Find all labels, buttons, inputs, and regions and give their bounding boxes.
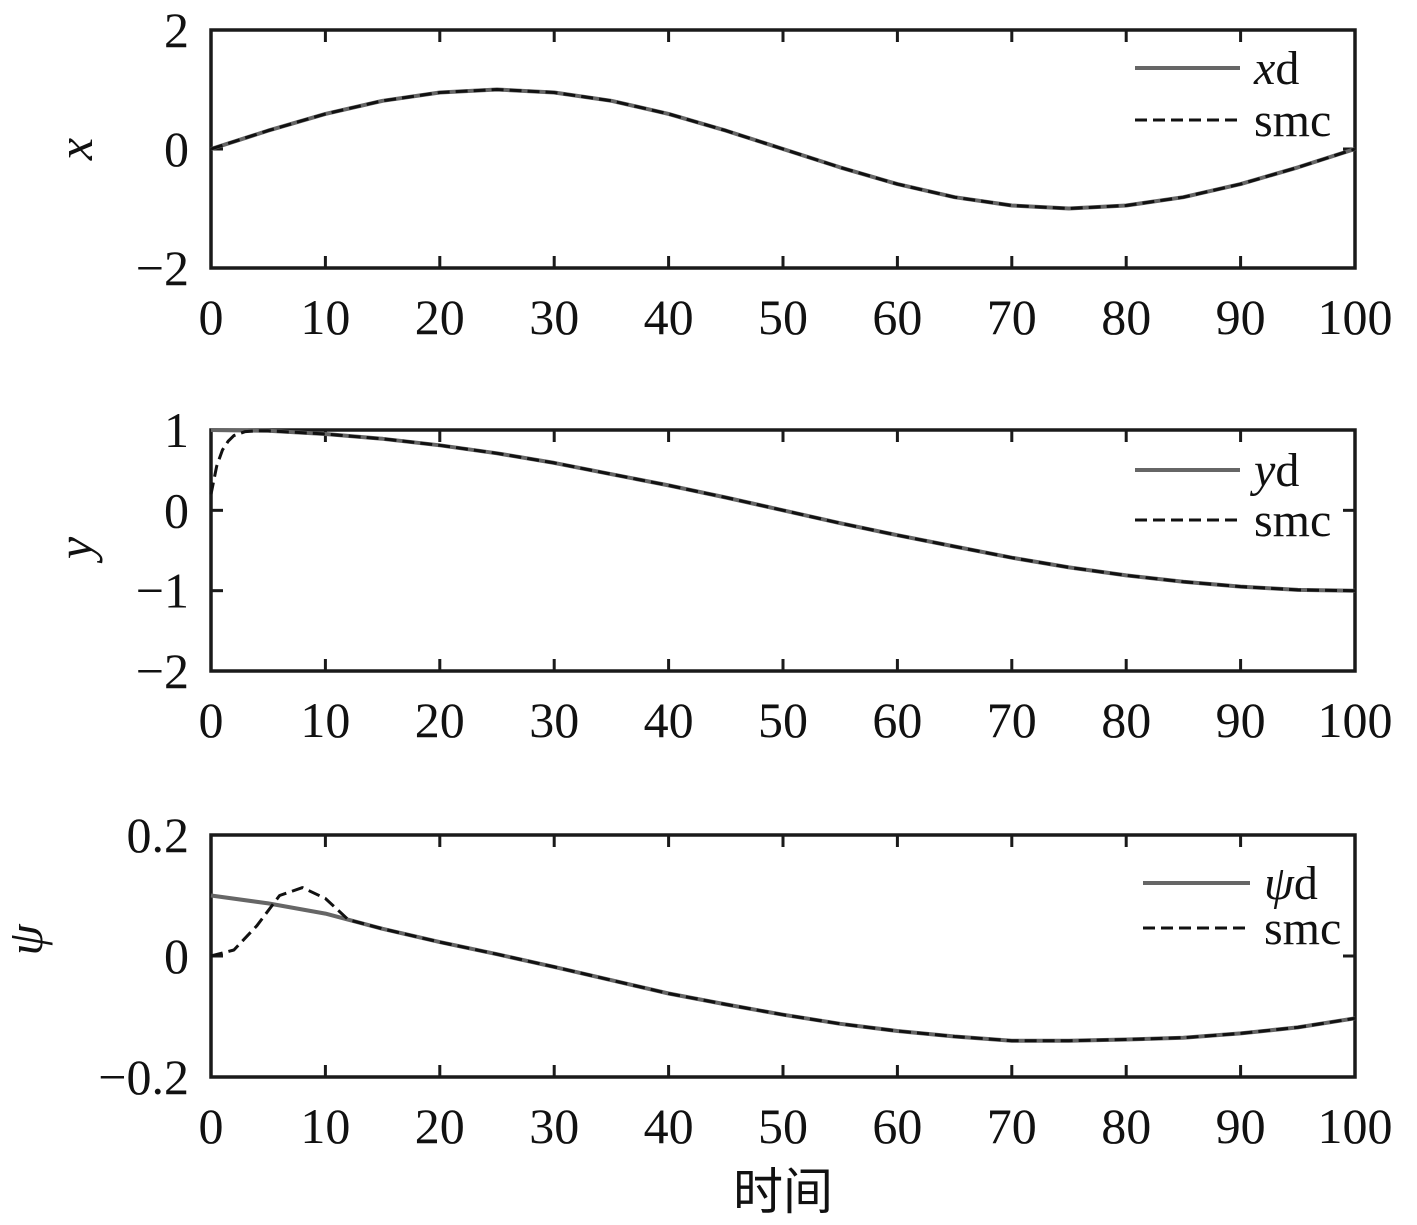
y-tick-label: 0: [164, 928, 189, 984]
y-tick-label: −2: [136, 240, 189, 296]
series-line-smc: [209, 429, 1356, 593]
x-tick-label: 100: [1318, 289, 1393, 345]
x-tick-label: 50: [758, 1098, 808, 1154]
legend-label: smc: [1254, 94, 1331, 147]
x-tick-label: 40: [644, 289, 694, 345]
y-tick-label: 0.2: [127, 807, 190, 863]
x-tick-label: 0: [199, 289, 224, 345]
x-tick-label: 70: [987, 289, 1037, 345]
legend-label-suffix: d: [1275, 444, 1299, 497]
series-line-ψd: [210, 893, 1356, 1043]
legend-label-symbol: x: [1253, 42, 1275, 95]
legend-label-symbol: y: [1249, 444, 1276, 497]
x-axis-label: 时间: [733, 1164, 833, 1220]
x-tick-label: 50: [758, 692, 808, 748]
plot-frame: [209, 428, 1357, 673]
legend-label: smc: [1264, 902, 1341, 955]
x-tick-label: 80: [1101, 692, 1151, 748]
y-tick-label: −2: [136, 643, 189, 699]
x-tick-label: 100: [1318, 692, 1393, 748]
x-tick-label: 90: [1216, 692, 1266, 748]
x-tick-label: 40: [644, 692, 694, 748]
y-axis-label: y: [47, 536, 103, 564]
x-tick-label: 60: [872, 289, 922, 345]
legend-label: smc: [1254, 494, 1331, 547]
x-tick-label: 10: [300, 1098, 350, 1154]
y-axis-label: ψ: [0, 924, 53, 956]
y-tick-label: 1: [164, 402, 189, 458]
series-line-smc: [210, 88, 1356, 210]
y-tick-label: 0: [164, 121, 189, 177]
legend-label: yd: [1249, 444, 1299, 497]
x-tick-label: 20: [415, 289, 465, 345]
x-tick-label: 80: [1101, 289, 1151, 345]
series-line-smc: [210, 886, 1356, 1043]
x-tick-label: 40: [644, 1098, 694, 1154]
legend-label-suffix: d: [1275, 42, 1299, 95]
x-tick-label: 20: [415, 692, 465, 748]
x-tick-label: 90: [1216, 1098, 1266, 1154]
x-tick-label: 10: [300, 289, 350, 345]
y-tick-label: 2: [164, 2, 189, 58]
y-tick-label: 0: [164, 482, 189, 538]
y-tick-label: −1: [136, 563, 189, 619]
x-tick-label: 50: [758, 289, 808, 345]
x-tick-label: 0: [199, 692, 224, 748]
y-tick-label: −0.2: [98, 1049, 189, 1105]
x-tick-label: 60: [872, 692, 922, 748]
x-tick-label: 90: [1216, 289, 1266, 345]
x-tick-label: 10: [300, 692, 350, 748]
x-tick-label: 70: [987, 692, 1037, 748]
legend-label: ψd: [1264, 857, 1318, 910]
legend-label: xd: [1253, 42, 1299, 95]
legend-label-symbol: ψ: [1264, 857, 1295, 910]
x-tick-label: 30: [529, 692, 579, 748]
legend-label-suffix: d: [1294, 857, 1318, 910]
x-tick-label: 60: [872, 1098, 922, 1154]
x-tick-label: 100: [1318, 1098, 1393, 1154]
x-tick-label: 80: [1101, 1098, 1151, 1154]
x-tick-label: 30: [529, 289, 579, 345]
x-tick-label: 30: [529, 1098, 579, 1154]
y-axis-label: x: [47, 138, 103, 161]
x-tick-label: 20: [415, 1098, 465, 1154]
x-tick-label: 0: [199, 1098, 224, 1154]
plot-frame: [209, 833, 1357, 1079]
x-tick-label: 70: [987, 1098, 1037, 1154]
